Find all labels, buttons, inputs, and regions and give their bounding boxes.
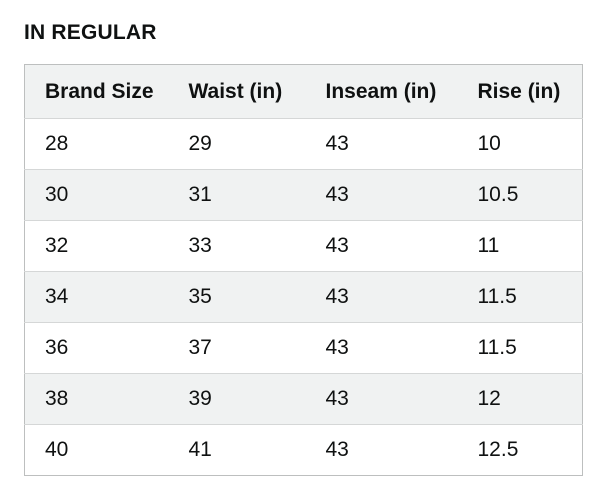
table-cell: 11.5 [477,336,517,359]
table-cell: 40 [45,438,69,461]
table-cell: 32 [45,234,69,257]
header-cell-brand-size: Brand Size [24,64,169,119]
table-cell: 28 [45,132,69,155]
table-cell: 43 [325,183,349,206]
header-cell-inseam: Inseam (in) [305,64,458,119]
table-cell: 11 [477,234,500,257]
table-cell: 39 [188,387,212,410]
table-cell: 10 [477,132,501,155]
table-cell: 35 [188,285,212,308]
table-cell: 31 [188,183,212,206]
table-row: 38 39 43 12 [24,373,583,425]
table-row: 36 37 43 11.5 [24,322,583,374]
table-cell: 36 [45,336,69,359]
header-cell-rise: Rise (in) [457,64,583,119]
table-cell: 37 [188,336,212,359]
table-cell: 12 [477,387,501,410]
table-cell: 43 [325,132,349,155]
table-cell: 10.5 [477,183,519,206]
table-cell: 43 [325,438,349,461]
table-row: 34 35 43 11.5 [24,271,583,323]
table-cell: 29 [188,132,212,155]
table-cell: 33 [188,234,212,257]
table-row: 28 29 43 10 [24,118,583,170]
table-cell: 43 [325,285,349,308]
table-row: 40 41 43 12.5 [24,424,583,476]
table-cell: 30 [45,183,69,206]
table-body: 28 29 43 10 30 31 43 10.5 32 33 43 11 34… [24,118,583,476]
table-cell: 12.5 [477,438,519,461]
table-cell: 11.5 [477,285,517,308]
table-cell: 38 [45,387,69,410]
table-cell: 41 [188,438,212,461]
header-cell-waist: Waist (in) [168,64,306,119]
table-cell: 43 [325,234,349,257]
table-row: 30 31 43 10.5 [24,169,583,221]
table-cell: 43 [325,387,349,410]
table-cell: 34 [45,285,69,308]
table-row: 32 33 43 11 [24,220,583,272]
size-chart-table: Brand Size Waist (in) Inseam (in) Rise (… [24,64,583,476]
page-title: IN REGULAR [24,21,157,44]
table-cell: 43 [325,336,349,359]
header-row: Brand Size Waist (in) Inseam (in) Rise (… [24,64,583,119]
